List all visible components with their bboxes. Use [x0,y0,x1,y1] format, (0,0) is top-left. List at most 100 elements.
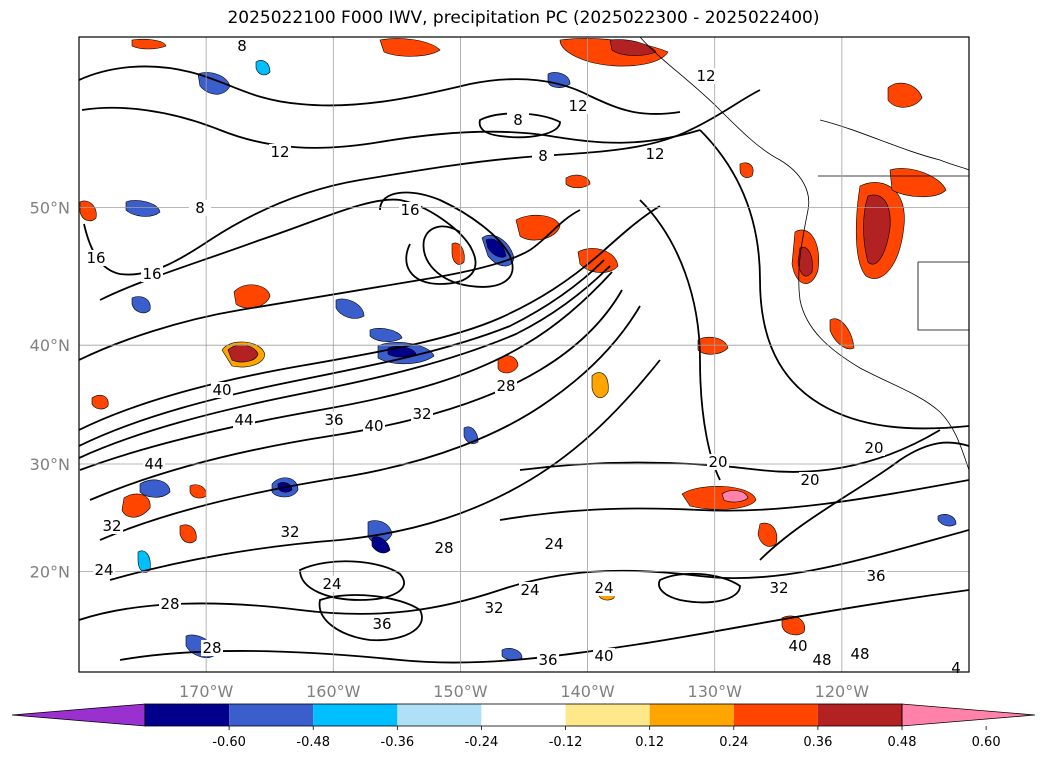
precip-patch [379,38,441,57]
chart-title: 2025022100 F000 IWV, precipitation PC (2… [227,8,820,28]
contour-label: 36 [372,615,391,633]
gridlines [79,37,969,672]
contour-label-bg [483,600,505,616]
iwv-contour [81,106,701,149]
contour-label-bg [567,98,589,114]
contour-label-bg [799,472,821,488]
contour-label: 32 [484,599,503,617]
contour-label-bg [279,524,301,540]
colorbar-extend-high [901,703,1036,727]
iwv-contour [99,198,477,301]
contour-label-bg [371,616,393,632]
contour-label: 8 [195,199,205,217]
iwv-contour [699,129,969,430]
contour-label: 20 [864,439,883,457]
contour-label: 44 [144,455,163,473]
lat-tick-label: 30°N [30,455,70,474]
contour-label-bg [411,406,433,422]
precip-patch [501,648,523,661]
iwv-contour [79,271,613,471]
contour-label-bg [707,454,729,470]
contour-label: 8 [513,111,523,129]
lat-tick-label: 20°N [30,562,70,581]
precip-patch [863,194,891,265]
iwv-contour [79,65,681,115]
contour-label-bg [865,568,887,584]
precip-patch [79,200,97,222]
contour-label-bg [399,202,421,218]
precip-patch [179,524,197,544]
iwv-contour [759,441,969,561]
iwv-contour [79,209,581,361]
colorbar-swatch [229,704,314,726]
lon-tick-label: 140°W [560,682,615,701]
colorbar-tick-label: 0.36 [803,735,832,750]
contour-label: 32 [280,523,299,541]
contour-label: 40 [364,417,383,435]
precip-patch [139,479,171,498]
precip-patch [131,38,167,50]
contour-label: 4 [951,659,961,677]
iwv-contour [379,191,514,288]
contour-label-bg [519,582,541,598]
lat-tick-label: 50°N [30,198,70,217]
colorbar-tick-label: -0.12 [549,735,583,750]
contour-label: 24 [544,535,563,553]
contour-label: 28 [496,377,515,395]
iwv-contour [318,594,423,642]
colorbar: -0.60 -0.48 -0.36 -0.24 -0.12 0.12 0.24 0.36 0.4… [11,703,1036,750]
precip-patch [797,246,813,277]
colorbar-tick-label: -0.24 [465,735,499,750]
contour-label-bg [593,648,615,664]
contour-label-bg [433,540,455,556]
precip-patch [255,60,271,76]
iwv-contour [299,560,405,601]
contour-label-bg [543,536,565,552]
precip-patch [889,168,947,198]
lon-tick-label: 160°W [306,682,361,701]
contour-label: 36 [324,411,343,429]
coastline [639,37,969,471]
precip-patch [739,162,754,178]
lon-tick-label: 120°W [815,682,870,701]
colorbar-tick-label: -0.48 [296,735,330,750]
colorbar-tick-label: 0.24 [719,735,748,750]
contour-label: 28 [202,639,221,657]
iwv-contour [79,259,605,447]
lat-tick-label: 40°N [30,336,70,355]
contour-label: 16 [142,265,161,283]
precip-patch [369,328,403,342]
contour-label: 40 [788,637,807,655]
contour-label-bg [532,148,554,164]
contour-label: 12 [645,145,664,163]
contour-label: 12 [270,143,289,161]
precip-patch [697,336,729,355]
precip-patch [565,174,591,189]
contour-label-bg [849,646,871,662]
contour-label: 28 [160,595,179,613]
precip-patch [721,490,749,503]
contour-label-bg [644,146,666,162]
contour-label-bg [695,68,717,84]
contour-label-bg [321,576,343,592]
lat-labels: 50°N 40°N 30°N 20°N [30,198,70,581]
iwv-contour [658,572,741,604]
colorbar-swatch [649,704,734,726]
contour-label-bg [93,562,115,578]
colorbar-swatch [817,704,903,726]
contour-label: 12 [568,97,587,115]
precip-patch [91,394,109,410]
contour-label-bg [787,638,809,654]
contour-label-bg [85,250,107,266]
contour-label-bg [211,382,233,398]
contour-label: 28 [434,539,453,557]
precip-patch [577,248,619,273]
colorbar-extend-low [11,703,146,727]
precip-patch [451,242,465,265]
lon-tick-label: 130°W [688,682,743,701]
colorbar-swatch [313,704,398,726]
iwv-contour [639,199,721,481]
contour-label: 20 [708,453,727,471]
iwv-contour [79,205,661,431]
